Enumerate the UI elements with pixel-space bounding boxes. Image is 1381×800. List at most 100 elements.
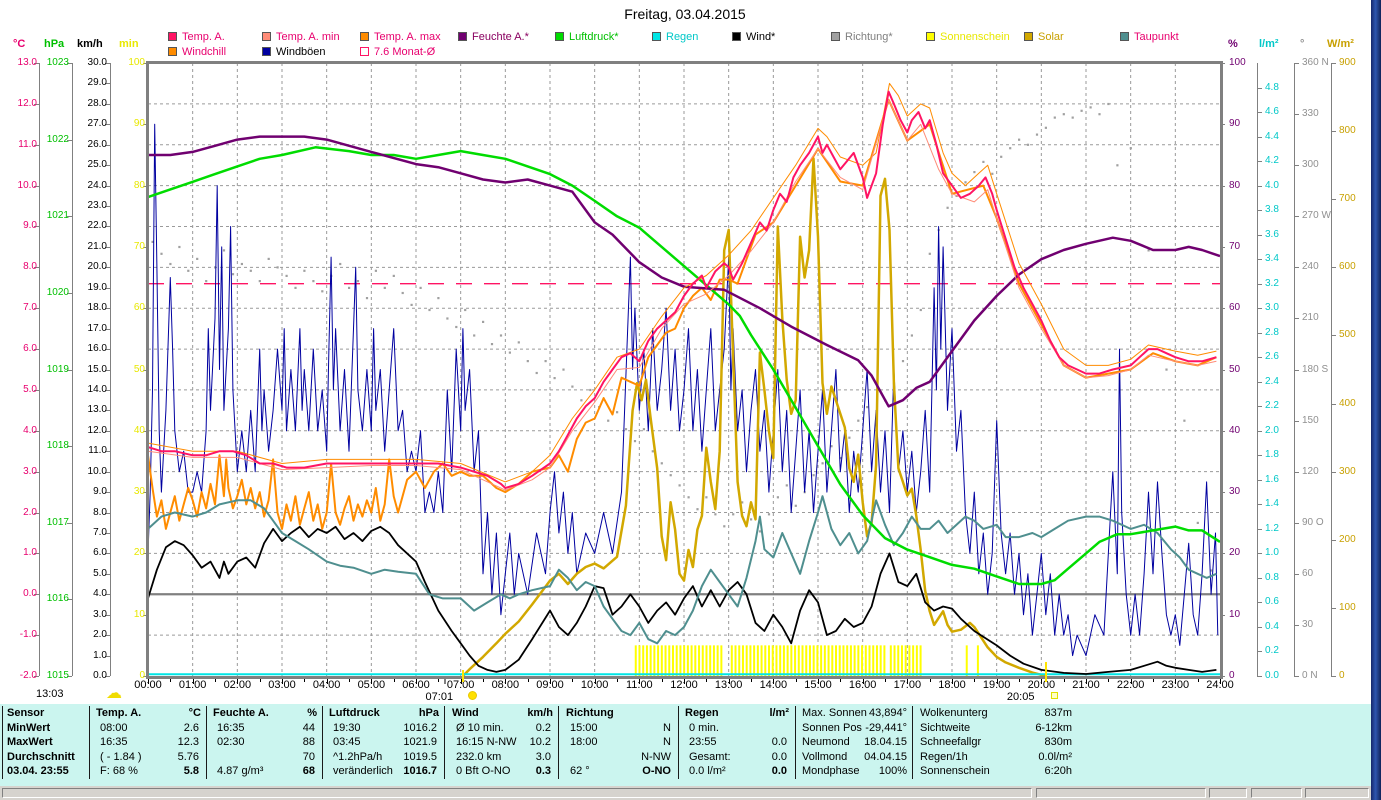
x-axis-label: 01:00 xyxy=(178,679,207,691)
axis-tick xyxy=(34,267,39,269)
series-richtung-dot xyxy=(151,240,154,243)
windboeen-swatch-icon xyxy=(262,47,271,56)
series-richtung-dot xyxy=(562,368,565,371)
legend-item-taupunkt[interactable]: Taupunkt xyxy=(1120,31,1215,43)
series-temp-min xyxy=(148,99,1217,491)
cell-label: Sonnen Pos xyxy=(802,721,862,734)
axis-tick-label: 0.0 xyxy=(93,670,107,681)
axis-tick xyxy=(1331,199,1336,201)
axis-tick xyxy=(1331,607,1336,609)
plot-border-left xyxy=(146,61,149,679)
axis-tick xyxy=(1257,259,1262,261)
series-richtung-dot xyxy=(321,290,324,293)
x-axis-tick xyxy=(862,679,864,684)
axis-tick xyxy=(1257,136,1262,138)
axis-tick xyxy=(105,430,110,432)
cell-value: 68 xyxy=(302,765,315,778)
table-cell-extra: Wolkenunterg 837m xyxy=(917,706,1075,721)
table-cell: 232.0 km 3.0 xyxy=(453,750,554,765)
axis-tick xyxy=(105,328,110,330)
header-unit: °C xyxy=(188,707,201,719)
axis-tick xyxy=(1257,332,1262,334)
axis-tick-label: 13.0 xyxy=(87,404,107,416)
axis-tick-label: 9.0 xyxy=(23,220,37,232)
legend-item-monatavg[interactable]: 7.6 Monat-Ø xyxy=(360,46,455,58)
cell-label: Regen/1h xyxy=(920,750,968,763)
header-name: Feuchte A. xyxy=(213,707,269,719)
axis-tick xyxy=(105,185,110,187)
x-axis-minor-tick xyxy=(840,679,842,682)
row-label-text: 03.04. 23:55 xyxy=(7,765,69,778)
x-axis-tick xyxy=(1086,679,1087,684)
legend-label: Temp. A. min xyxy=(276,31,340,43)
axis-tick-label: 2.6 xyxy=(1265,351,1279,363)
axis-tick xyxy=(105,614,110,616)
table-column-header: Temp. A. °C xyxy=(93,706,204,721)
axis-tick xyxy=(143,308,148,310)
legend-item-temp-min[interactable]: Temp. A. min xyxy=(262,31,357,43)
axis-tick xyxy=(1294,676,1299,677)
plot-border-bottom xyxy=(146,676,1222,679)
x-axis-minor-tick xyxy=(572,679,574,682)
cell-text: 03:45 xyxy=(333,736,361,749)
x-axis-label: 23:00 xyxy=(1161,679,1190,691)
axis-tick xyxy=(1257,87,1262,89)
table-cell: N-NW xyxy=(567,750,674,765)
series-richtung-dot xyxy=(455,325,458,329)
axis-tick xyxy=(1331,471,1336,473)
series-richtung-dot xyxy=(267,257,270,260)
x-axis-label: 00:00 xyxy=(134,679,162,691)
axis-tick xyxy=(67,446,72,448)
series-feuchte xyxy=(148,135,1220,408)
x-axis-minor-tick xyxy=(661,679,663,682)
x-axis-tick xyxy=(1130,679,1132,684)
cell-text: F: 68 % xyxy=(100,765,138,778)
axis-tick xyxy=(1331,676,1336,677)
x-axis-tick xyxy=(594,679,596,684)
legend-label: Windböen xyxy=(276,46,326,58)
legend-item-windchill[interactable]: Windchill xyxy=(168,46,263,58)
legend-item-sonnenschein[interactable]: Sonnenschein xyxy=(926,31,1021,43)
row-label-text: Sensor xyxy=(7,707,45,719)
cell-text: 08:00 xyxy=(100,721,128,734)
legend-item-solar[interactable]: Solar xyxy=(1024,31,1119,43)
legend-item-temp-max[interactable]: Temp. A. max xyxy=(360,31,455,43)
axis-tick xyxy=(1257,577,1262,579)
legend-item-richtung[interactable]: Richtung* xyxy=(831,31,926,43)
legend-item-wind[interactable]: Wind* xyxy=(732,31,827,43)
axis-tick-label: 5.0 xyxy=(93,567,107,579)
legend-item-windboeen[interactable]: Windböen xyxy=(262,46,357,58)
header-name: Luftdruck xyxy=(329,707,380,719)
axis-tick xyxy=(67,599,72,601)
axis-tick-label: 0.0 xyxy=(23,588,37,600)
series-richtung-dot xyxy=(678,484,681,487)
temp-max-swatch-icon xyxy=(360,32,369,41)
legend-item-temp[interactable]: Temp. A. xyxy=(168,31,263,43)
series-richtung-dot xyxy=(1098,113,1101,116)
cell-value: N xyxy=(663,736,671,749)
axis-tick xyxy=(34,144,39,146)
series-richtung-dot xyxy=(821,462,824,465)
legend-item-feuchte[interactable]: Feuchte A.* xyxy=(458,31,553,43)
cell-value: 10.2 xyxy=(529,736,551,749)
x-axis-label: 12:00 xyxy=(670,679,698,691)
cell-value: 0.0l/m² xyxy=(1038,750,1072,763)
axis-tick xyxy=(34,308,39,310)
legend-item-luftdruck[interactable]: Luftdruck* xyxy=(555,31,650,43)
table-cell-extra: Sonnenschein 6:20h xyxy=(917,764,1075,779)
axis-tick-label: 4.4 xyxy=(1265,130,1279,142)
series-temp xyxy=(148,90,1217,489)
series-richtung-dot xyxy=(741,501,744,504)
cell-text: veränderlich xyxy=(333,765,393,778)
table-cell: 18:00 N xyxy=(567,735,674,750)
axis-tick-label: 28.0 xyxy=(87,97,107,109)
row-label-text: MaxWert xyxy=(7,736,53,749)
axis-tick-label: 1.4 xyxy=(1265,498,1279,510)
table-cell: Ø 10 min. 0.2 xyxy=(453,721,554,736)
series-richtung-dot xyxy=(964,181,967,184)
status-panel-1 xyxy=(2,788,1032,798)
series-richtung-dot xyxy=(553,377,556,380)
axis-tick-label: -1.0 xyxy=(19,629,37,641)
axis-line-lm2 xyxy=(1257,63,1258,676)
legend-item-regen[interactable]: Regen xyxy=(652,31,747,43)
